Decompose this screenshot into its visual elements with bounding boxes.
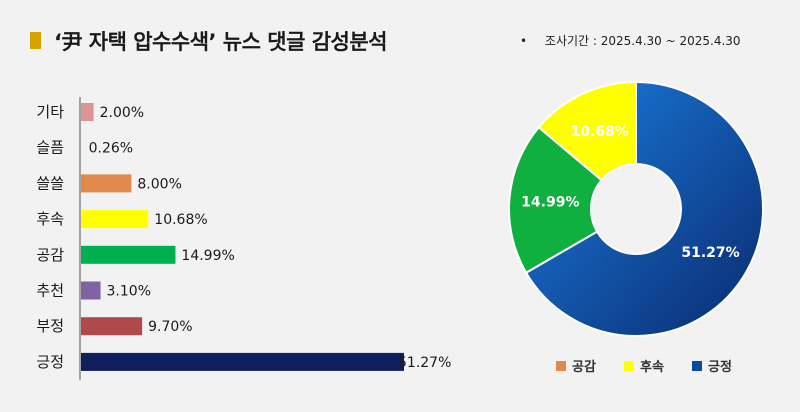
donut-legend: 공감 후속 긍정 (556, 359, 732, 375)
donut-slice-label: 51.27% (681, 245, 739, 261)
legend-label: 공감 (572, 360, 596, 375)
legend-swatch (692, 361, 702, 371)
survey-period: • 조사기간 : 2025.4.30 ~ 2025.4.30 (520, 32, 741, 49)
bar-value-label: 0.26% (89, 141, 133, 157)
bar-category-label: 기타 (36, 103, 64, 121)
bar-chart: 기타 2.00% 슬픔 0.26% 쓸쓸 8.00% 후속 10.68% 공감 14.99% 추천 3… (36, 97, 451, 380)
bar-category-label: 공감 (36, 246, 64, 264)
period-text: 조사기간 : 2025.4.30 ~ 2025.4.30 (544, 34, 741, 48)
bar (81, 174, 132, 193)
donut-slice (524, 80, 764, 337)
bar-category-label: 후속 (36, 210, 64, 228)
donut-slice (537, 80, 637, 182)
donut-slice-label: 14.99% (521, 195, 579, 211)
bar (81, 281, 101, 300)
bar-value-label: 51.27% (398, 355, 451, 371)
bar (81, 317, 143, 336)
bar (81, 245, 176, 264)
chart-title: ‘尹 자택 압수수색’ 뉴스 댓글 감성분석 (54, 30, 388, 54)
bar-category-label: 부정 (36, 317, 64, 335)
bar-value-label: 2.00% (100, 105, 144, 121)
legend-label: 긍정 (708, 359, 732, 375)
bar (81, 138, 83, 157)
legend-swatch (624, 361, 634, 371)
legend-label: 후속 (640, 359, 664, 375)
bar-value-label: 3.10% (107, 284, 151, 300)
bar-value-label: 9.70% (148, 319, 192, 335)
bar-value-label: 8.00% (137, 176, 181, 192)
donut-slice (508, 125, 603, 275)
period-bullet: • (520, 34, 528, 48)
donut-chart: 51.27% 14.99% 10.68% (508, 80, 764, 337)
bar-value-label: 10.68% (154, 212, 207, 228)
donut-slice-label: 10.68% (571, 124, 629, 140)
bar-category-label: 쓸쓸 (36, 174, 64, 192)
bar (81, 352, 405, 371)
bar (81, 210, 149, 229)
bar-category-label: 슬픔 (36, 139, 64, 157)
bar-value-label: 14.99% (181, 248, 234, 264)
bar-category-label: 긍정 (36, 353, 64, 371)
bar-category-label: 추천 (36, 282, 64, 300)
legend-swatch (556, 361, 566, 371)
bar (81, 103, 94, 121)
title-marker (30, 32, 41, 49)
